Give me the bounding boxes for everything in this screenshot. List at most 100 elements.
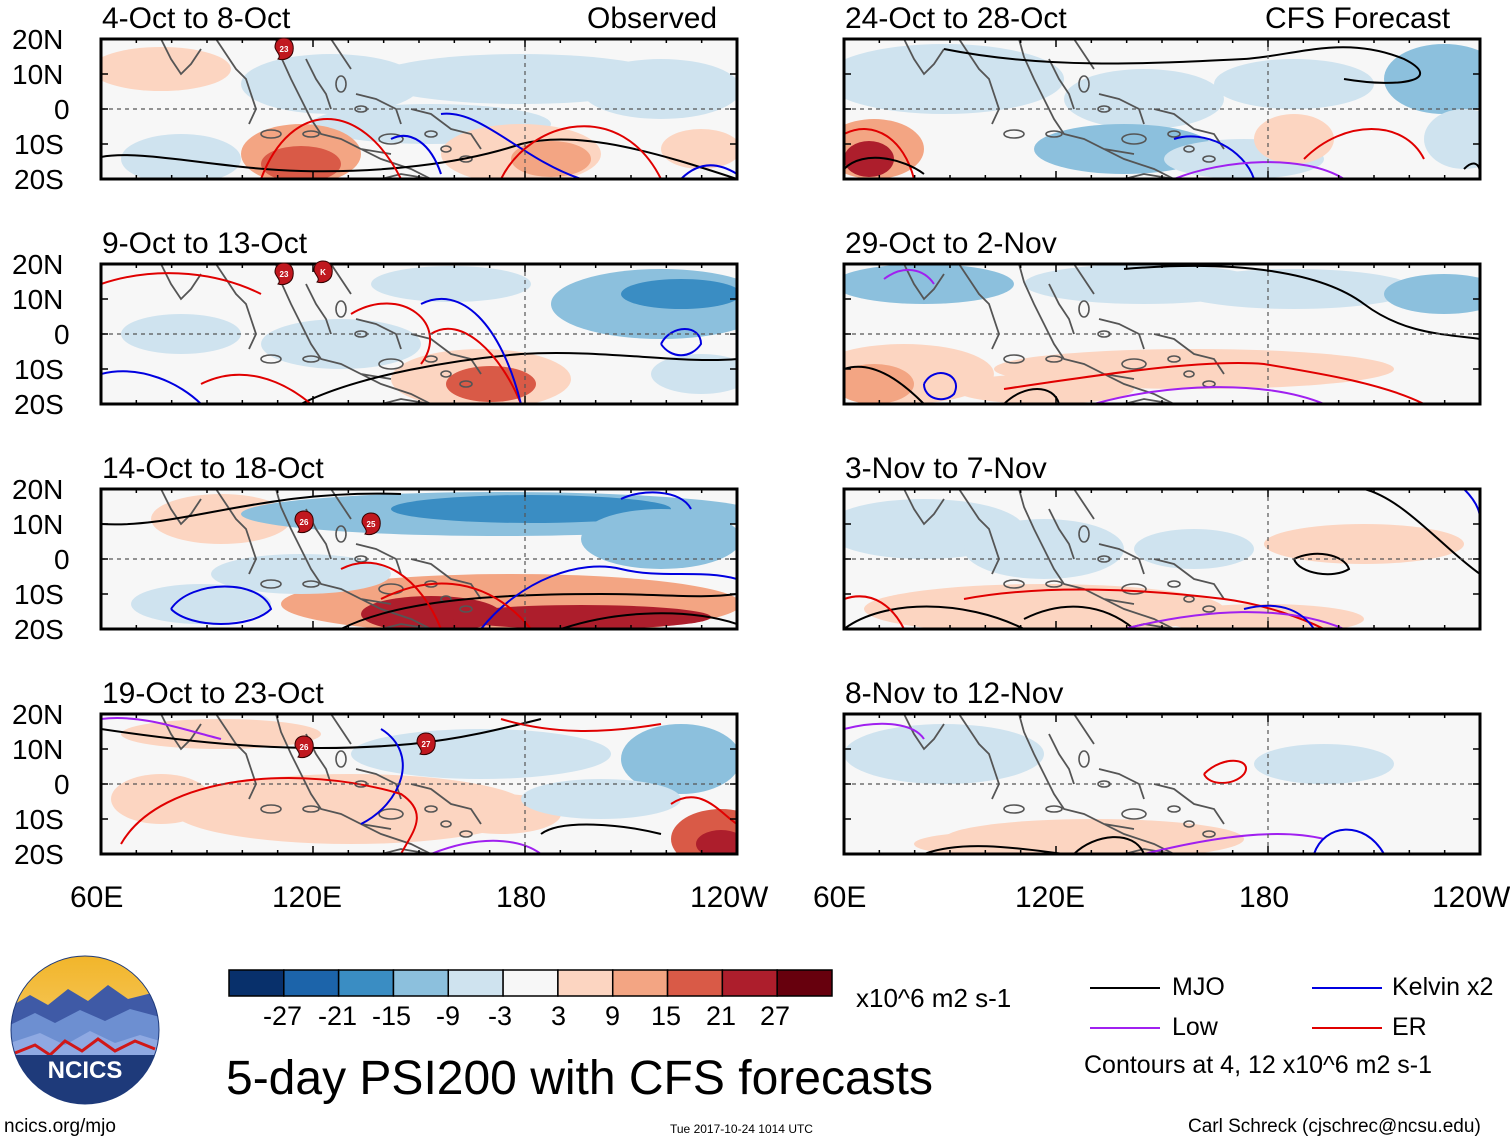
contour-line	[1303, 128, 1425, 160]
column-title-forecast: CFS Forecast	[1265, 2, 1451, 35]
legend-label-low: Low	[1172, 1013, 1218, 1041]
coastline	[160, 489, 482, 629]
island	[1078, 525, 1090, 543]
tropical-cyclone-icon: 23	[274, 37, 294, 61]
contour-line	[1023, 605, 1135, 629]
legend-note: Contours at 4, 12 x10^6 m2 s-1	[1084, 1051, 1433, 1079]
contour-line	[660, 328, 703, 357]
island	[1003, 354, 1025, 364]
contour-line	[500, 718, 662, 732]
island	[335, 300, 347, 318]
colorbar-tick: 3	[551, 1001, 567, 1031]
island	[459, 605, 473, 613]
island	[302, 805, 320, 813]
lon-tick: 180	[496, 881, 547, 914]
lon-tick: 60E	[813, 881, 867, 914]
contour-line	[844, 365, 925, 404]
contour-line	[300, 351, 737, 404]
island	[459, 830, 473, 838]
anomaly-region	[211, 554, 391, 594]
contour-line	[200, 373, 312, 404]
lat-tick: 20S	[14, 164, 64, 195]
lat-tick: 0	[54, 319, 70, 350]
contour-line	[844, 722, 925, 740]
lat-tick: 10S	[14, 804, 64, 835]
contour-line	[101, 370, 202, 404]
anomaly-region	[581, 509, 737, 569]
colorbar-swatch	[447, 969, 504, 997]
anomaly-region	[1174, 269, 1414, 309]
map-panel	[842, 37, 1482, 181]
storm-label: 25	[367, 520, 376, 529]
island	[1078, 750, 1090, 768]
island	[335, 750, 347, 768]
contour-line	[440, 112, 582, 179]
contour-line	[680, 164, 737, 179]
island	[1003, 579, 1025, 589]
lat-tick: 20S	[14, 839, 64, 870]
anomaly-region	[151, 494, 291, 544]
island	[335, 525, 347, 543]
island	[260, 354, 282, 364]
colorbar	[228, 969, 833, 997]
map-panel	[842, 487, 1482, 631]
colorbar-tick: 27	[760, 1001, 791, 1031]
anomaly-region	[451, 605, 711, 629]
anomaly-region	[1064, 69, 1224, 129]
lat-tick: 20N	[12, 699, 64, 730]
contour-line	[620, 491, 692, 510]
coastline	[160, 714, 482, 854]
island	[378, 808, 404, 820]
contour-line	[101, 718, 542, 750]
colorbar-swatch	[557, 969, 614, 997]
anomaly-region	[171, 774, 531, 844]
anomaly-region	[131, 584, 271, 624]
figure-title: 5-day PSI200 with CFS forecasts	[226, 1052, 933, 1105]
anomaly-region	[914, 832, 1074, 854]
lon-tick: 120W	[690, 881, 769, 914]
anomaly-region	[844, 264, 1014, 304]
lat-tick: 20N	[12, 474, 64, 505]
island	[440, 370, 452, 378]
anomaly-region	[1064, 719, 1224, 769]
colorbar-tick: -9	[436, 1001, 461, 1031]
lat-tick: 10N	[12, 59, 64, 90]
island	[260, 804, 282, 814]
storm-label: K	[320, 268, 326, 277]
colorbar-tick: 9	[605, 1001, 621, 1031]
map-panel	[99, 262, 739, 406]
colorbar-swatch	[721, 969, 778, 997]
panel-date-label: 9-Oct to 13-Oct	[102, 227, 308, 260]
anomaly-region	[1214, 59, 1374, 109]
lat-tick: 10N	[12, 509, 64, 540]
panel-date-label: 19-Oct to 23-Oct	[102, 677, 324, 710]
anomaly-region	[1254, 114, 1334, 164]
contour-line	[1003, 362, 1425, 404]
contour-line	[101, 717, 222, 740]
colorbar-units: x10^6 m2 s-1	[856, 983, 1012, 1013]
island	[378, 358, 404, 370]
contour-line	[844, 156, 925, 175]
island	[260, 129, 282, 139]
contour-line	[380, 582, 532, 629]
anomaly-region	[1384, 44, 1480, 114]
contour-line	[430, 839, 542, 854]
colorbar-tick: 15	[651, 1001, 682, 1031]
island	[302, 580, 320, 588]
anomaly-region	[621, 279, 737, 309]
tropical-cyclone-icon: 23	[274, 262, 294, 286]
anomaly-region	[661, 129, 737, 169]
lon-tick: 120E	[1015, 881, 1086, 914]
contour-line	[1073, 836, 1145, 854]
island	[1045, 130, 1063, 138]
legend-label-er: ER	[1392, 1013, 1427, 1041]
contour-line	[170, 585, 273, 625]
contour-line	[101, 272, 262, 295]
island	[335, 75, 347, 93]
contour-line	[500, 125, 662, 179]
lat-tick: 10N	[12, 284, 64, 315]
anomaly-region	[844, 724, 1044, 784]
contour-line	[844, 605, 1025, 629]
anomaly-region	[371, 266, 531, 302]
